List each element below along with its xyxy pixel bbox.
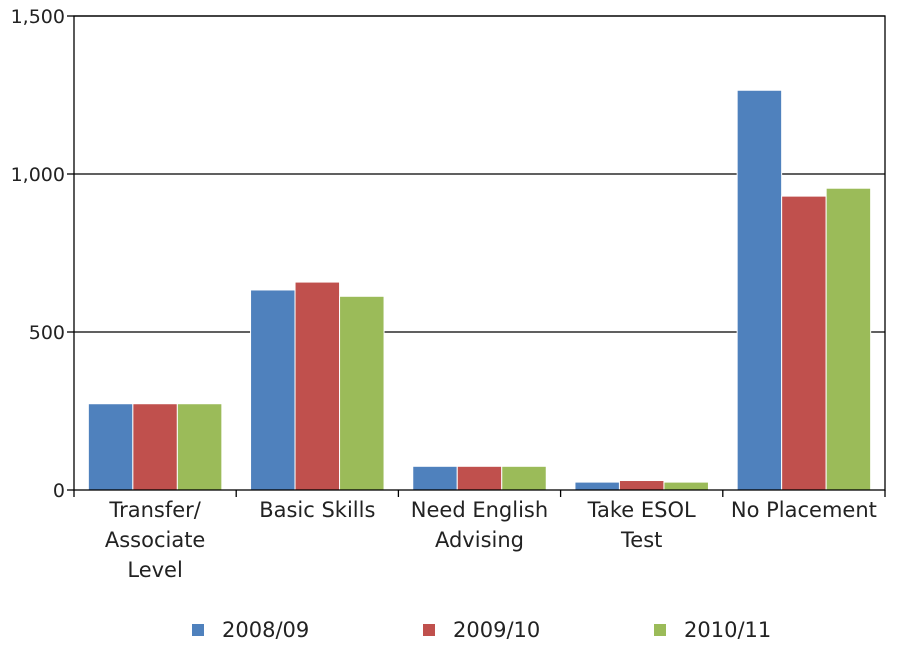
bar [412, 465, 458, 491]
legend-label: 2008/09 [222, 618, 309, 642]
bar [250, 289, 296, 491]
bar [574, 481, 620, 491]
bar [618, 480, 665, 491]
x-tick-labels: Transfer/Associate Level Basic Skills Need … [105, 498, 877, 582]
bar [781, 195, 827, 491]
x-tick-label: Transfer/Associate Level [105, 498, 206, 582]
bars [87, 89, 872, 491]
legend-swatch [192, 624, 204, 636]
bar [736, 89, 783, 491]
x-tick-label: Need English Advising [411, 498, 548, 552]
bar [132, 403, 178, 491]
y-tick-label: 500 [29, 322, 65, 344]
bar [87, 403, 134, 491]
y-tick-label: 1,500 [11, 6, 65, 28]
legend-label: 2009/10 [453, 618, 540, 642]
bar [294, 281, 341, 491]
bar [176, 403, 223, 491]
y-tick-label: 1,000 [11, 164, 65, 186]
plot-frame [73, 15, 886, 491]
bar [825, 187, 872, 491]
y-tick-label: 0 [53, 480, 65, 502]
legend-label: 2010/11 [684, 618, 771, 642]
axes [67, 15, 886, 497]
legend: 2008/09 2009/10 2010/11 [192, 618, 771, 642]
bar [339, 295, 385, 491]
bar [501, 465, 547, 491]
legend-swatch [654, 624, 666, 636]
x-tick-label: No Placement [731, 498, 877, 522]
legend-swatch [423, 624, 435, 636]
y-tick-labels: 0 500 1,000 1,500 [11, 6, 65, 502]
x-tick-label: Take ESOL Test [587, 498, 696, 552]
bar [456, 465, 503, 491]
bar [663, 481, 709, 491]
x-tick-label: Basic Skills [259, 498, 375, 522]
